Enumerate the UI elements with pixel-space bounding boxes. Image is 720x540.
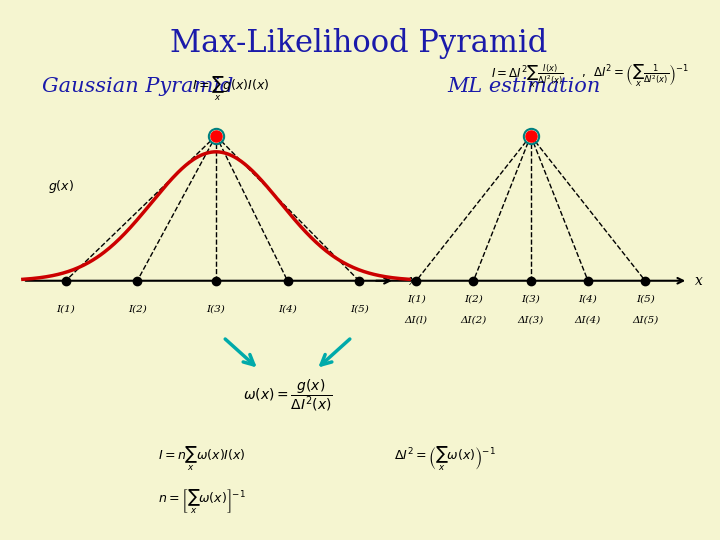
Text: I(4): I(4) [579, 294, 598, 303]
Text: ΔI(2): ΔI(2) [460, 316, 487, 325]
Text: x: x [409, 274, 417, 288]
Text: I(1): I(1) [56, 305, 75, 314]
Text: I(2): I(2) [128, 305, 147, 314]
Text: $n = \left[\sum_x \omega(x)\right]^{-1}$: $n = \left[\sum_x \omega(x)\right]^{-1}$ [158, 488, 246, 516]
Text: x: x [696, 274, 703, 288]
Text: Gaussian Pyramid: Gaussian Pyramid [42, 77, 233, 96]
Text: ML estimation: ML estimation [447, 77, 600, 96]
Text: ΔI(4): ΔI(4) [575, 316, 601, 325]
Text: $\omega(x) = \dfrac{g(x)}{\Delta I^2(x)}$: $\omega(x) = \dfrac{g(x)}{\Delta I^2(x)}… [243, 377, 333, 414]
Text: ΔI(l): ΔI(l) [405, 316, 428, 325]
Text: ΔI(3): ΔI(3) [518, 316, 544, 325]
Text: $,\;\; \Delta I^2 = \left(\sum_x \frac{1}{\Delta I^2(x)}\right)^{-1}$: $,\;\; \Delta I^2 = \left(\sum_x \frac{1… [581, 63, 689, 90]
Text: I(1): I(1) [407, 294, 426, 303]
Text: $I = \Delta I^2 \sum_x \frac{I(x)}{\Delta I^2(x)}$: $I = \Delta I^2 \sum_x \frac{I(x)}{\Delt… [491, 63, 564, 90]
Text: $\Delta I^2 = \left(\sum_x \omega(x)\right)^{-1}$: $\Delta I^2 = \left(\sum_x \omega(x)\rig… [394, 444, 496, 473]
Text: Max-Likelihood Pyramid: Max-Likelihood Pyramid [171, 28, 548, 59]
Text: I(5): I(5) [636, 294, 654, 303]
Text: I(5): I(5) [350, 305, 369, 314]
Text: $I = \sum_x g(x)I(x)$: $I = \sum_x g(x)I(x)$ [192, 75, 269, 104]
Text: I(2): I(2) [464, 294, 483, 303]
Text: ΔI(5): ΔI(5) [632, 316, 658, 325]
Text: I(4): I(4) [278, 305, 297, 314]
Text: $I = n\sum_x \omega(x)I(x)$: $I = n\sum_x \omega(x)I(x)$ [158, 444, 246, 473]
Text: $g(x)$: $g(x)$ [48, 178, 74, 195]
Text: I(3): I(3) [207, 305, 225, 314]
Text: I(3): I(3) [521, 294, 540, 303]
